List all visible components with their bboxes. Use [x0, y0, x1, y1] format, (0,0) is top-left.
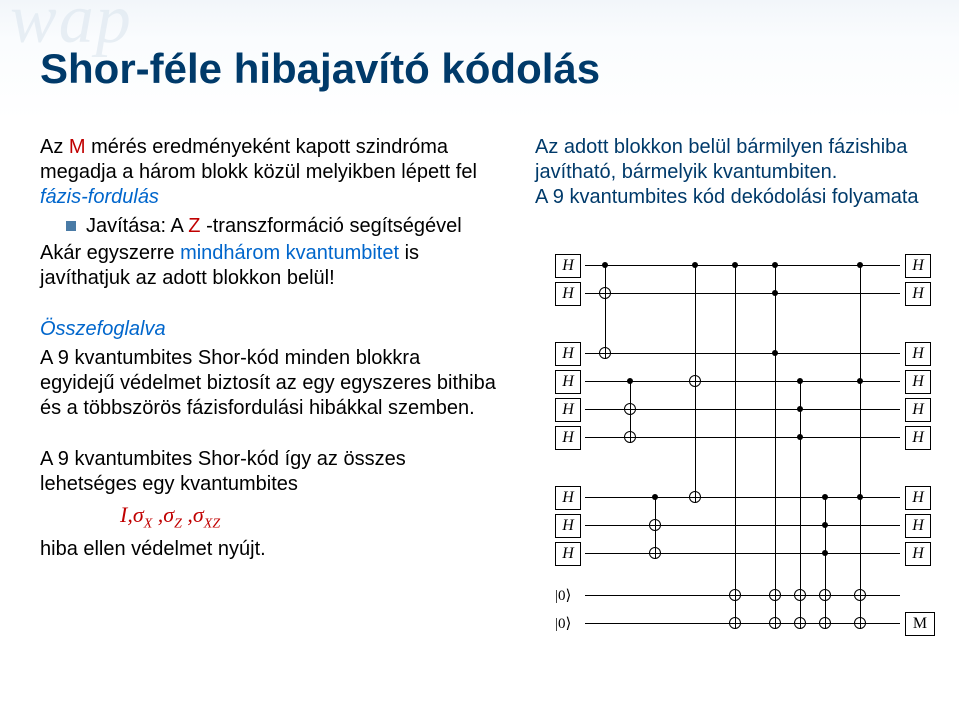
- hadamard-gate: H: [905, 282, 931, 306]
- bullet-row: Javítása: A Z -transzformáció segítségév…: [66, 214, 500, 239]
- summary-label: Összefoglalva: [40, 318, 166, 340]
- b1b: -transzformáció segítségével: [206, 215, 462, 237]
- xor-target: [854, 617, 866, 629]
- p1a: Az: [40, 136, 69, 158]
- p2b: mindhárom kvantumbitet: [180, 242, 399, 264]
- p2a: Akár egyszerre: [40, 242, 180, 264]
- hadamard-gate: H: [555, 542, 581, 566]
- b1z: Z: [188, 215, 200, 237]
- decoding-circuit-diagram: {} HHHHHHHHHHHHHHHHHHM|0⟩|0⟩: [555, 265, 935, 685]
- p1c: fázis-fordulás: [40, 186, 159, 208]
- ket-zero-label: |0⟩: [555, 614, 571, 633]
- xor-target: [769, 617, 781, 629]
- hadamard-gate: H: [555, 514, 581, 538]
- vertical-wire: [655, 497, 656, 553]
- hadamard-gate: H: [905, 542, 931, 566]
- hadamard-gate: H: [905, 514, 931, 538]
- measurement-gate: M: [905, 612, 935, 636]
- p4: A 9 kvantumbites Shor-kód így az összes …: [40, 447, 500, 497]
- ket-zero-label: |0⟩: [555, 586, 571, 605]
- vertical-wire: [695, 265, 696, 497]
- hadamard-gate: H: [555, 282, 581, 306]
- p5: hiba ellen védelmet nyújt.: [40, 537, 500, 562]
- wire: [585, 497, 900, 498]
- vertical-wire: [735, 265, 736, 623]
- vertical-wire: [800, 381, 801, 623]
- left-column: Az M mérés eredményeként kapott szindróm…: [40, 135, 500, 566]
- vertical-wire: [630, 381, 631, 437]
- p3: A 9 kvantumbites Shor-kód minden blokkra…: [40, 346, 500, 421]
- formula: I,σX ,σZ ,σXZ: [120, 501, 220, 533]
- xor-target: [794, 617, 806, 629]
- b1a: Javítása: A: [86, 215, 188, 237]
- hadamard-gate: H: [905, 254, 931, 278]
- p1b: mérés eredményeként kapott szindróma meg…: [40, 136, 477, 183]
- vertical-wire: [860, 265, 861, 623]
- hadamard-gate: H: [905, 370, 931, 394]
- xor-target: [649, 547, 661, 559]
- p1m: M: [69, 136, 86, 158]
- wire: [585, 623, 900, 624]
- vertical-wire: [605, 265, 606, 353]
- wire: [585, 293, 900, 294]
- right-column: Az adott blokkon belül bármilyen fázishi…: [535, 135, 930, 210]
- r1: Az adott blokkon belül bármilyen fázishi…: [535, 135, 930, 185]
- xor-target: [819, 617, 831, 629]
- wire: [585, 265, 900, 266]
- xor-target: [624, 431, 636, 443]
- xor-target: [794, 589, 806, 601]
- xor-target: [819, 589, 831, 601]
- hadamard-gate: H: [905, 342, 931, 366]
- hadamard-gate: H: [555, 254, 581, 278]
- wire: [585, 553, 900, 554]
- xor-target: [729, 617, 741, 629]
- vertical-wire: [825, 497, 826, 623]
- hadamard-gate: H: [905, 426, 931, 450]
- hadamard-gate: H: [555, 370, 581, 394]
- vertical-wire: [775, 265, 776, 623]
- xor-target: [599, 347, 611, 359]
- hadamard-gate: H: [555, 342, 581, 366]
- page-title: Shor-féle hibajavító kódolás: [40, 45, 600, 93]
- xor-target: [689, 491, 701, 503]
- xor-target: [854, 589, 866, 601]
- r2: A 9 kvantumbites kód dekódolási folyamat…: [535, 185, 930, 210]
- bullet-square-icon: [66, 221, 76, 231]
- hadamard-gate: H: [555, 398, 581, 422]
- hadamard-gate: H: [905, 486, 931, 510]
- xor-target: [769, 589, 781, 601]
- hadamard-gate: H: [555, 426, 581, 450]
- wire: [585, 525, 900, 526]
- hadamard-gate: H: [555, 486, 581, 510]
- wire: [585, 595, 900, 596]
- wire: [585, 353, 900, 354]
- hadamard-gate: H: [905, 398, 931, 422]
